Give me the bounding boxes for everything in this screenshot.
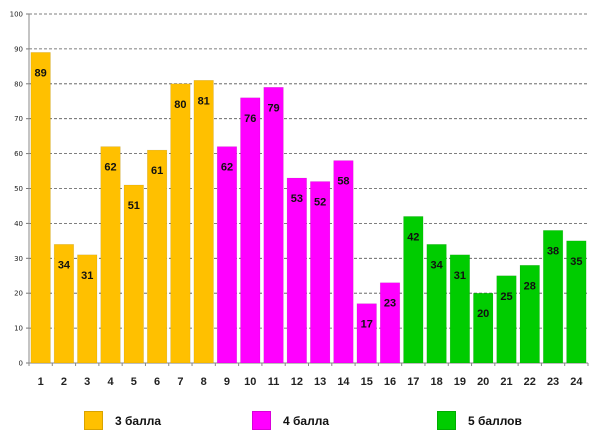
legend-item-5: 5 баллов: [437, 411, 522, 430]
x-tick-label-12: 12: [291, 376, 303, 388]
x-tick-label-21: 21: [500, 376, 512, 388]
y-tick-label-10: 10: [14, 325, 23, 333]
bars: [30, 52, 587, 364]
bar-value-label-11: 79: [267, 102, 279, 114]
y-tick-label-0: 0: [19, 360, 23, 368]
bar-value-label-7: 80: [174, 99, 186, 111]
bar-value-label-14: 58: [337, 176, 349, 188]
bar-value-label-10: 76: [244, 113, 256, 125]
y-tick-label-20: 20: [14, 290, 23, 298]
bar-value-label-8: 81: [198, 95, 210, 107]
y-tick-label-40: 40: [14, 220, 23, 228]
x-tick-label-17: 17: [407, 376, 419, 388]
x-tick-label-19: 19: [454, 376, 466, 388]
bar-value-label-3: 31: [81, 270, 93, 282]
legend-label-3: 3 балла: [115, 413, 162, 428]
bar-3: [77, 254, 98, 364]
bar-18: [426, 244, 447, 364]
bar-17: [403, 216, 424, 364]
bar-value-label-2: 34: [58, 259, 71, 271]
bar-13: [310, 181, 331, 364]
bar-labels: 89 34 31 62 51 61 80 81 62 76 79 53 52 58 17 23 42 34 31 20…: [35, 67, 583, 330]
legend-item-3: 3 балла: [84, 411, 161, 430]
bar-7: [170, 83, 191, 364]
x-tick-label-8: 8: [201, 376, 207, 388]
gridlines: [29, 13, 588, 329]
bar-value-label-22: 28: [524, 280, 536, 292]
bar-value-label-20: 20: [477, 308, 489, 320]
legend-item-4: 4 балла: [252, 411, 329, 430]
bar-22: [519, 264, 540, 364]
bar-value-label-23: 38: [547, 245, 559, 257]
x-tick-label-15: 15: [361, 376, 373, 388]
y-tick-label-90: 90: [14, 45, 23, 53]
x-tick-label-6: 6: [154, 376, 160, 388]
x-tick-label-10: 10: [244, 376, 256, 388]
y-tick-label-70: 70: [14, 115, 23, 123]
x-tick-label-22: 22: [524, 376, 536, 388]
bar-value-label-18: 34: [430, 259, 443, 271]
x-tick-label-23: 23: [547, 376, 559, 388]
x-tick-label-9: 9: [224, 376, 230, 388]
axes: [26, 13, 589, 366]
bar-5: [123, 184, 144, 364]
bar-12: [286, 177, 307, 364]
x-tick-label-20: 20: [477, 376, 489, 388]
y-tick-labels: 0 10 20 30 40 50 60 70 80 90 100: [10, 11, 23, 368]
x-tick-label-11: 11: [268, 376, 280, 388]
legend-swatch-3: [84, 411, 103, 430]
bar-value-label-12: 53: [291, 193, 303, 205]
bar-15: [356, 303, 377, 364]
bar-20: [473, 292, 494, 364]
bar-value-label-5: 51: [128, 200, 140, 212]
x-tick-label-2: 2: [61, 376, 67, 388]
bar-value-label-19: 31: [454, 270, 466, 282]
bar-24: [566, 240, 587, 364]
y-tick-label-30: 30: [14, 255, 23, 263]
legend-label-4: 4 балла: [283, 413, 330, 428]
bar-11: [263, 86, 284, 364]
bar-8: [193, 80, 214, 364]
x-tick-label-5: 5: [131, 376, 137, 388]
bar-16: [379, 282, 401, 364]
x-tick-label-24: 24: [570, 376, 583, 388]
bar-value-label-6: 61: [151, 165, 163, 177]
legend-swatch-5: [437, 411, 456, 430]
bar-value-label-13: 52: [314, 197, 326, 209]
bar-value-label-16: 23: [384, 298, 396, 310]
bar-2: [53, 244, 75, 364]
bar-value-label-4: 62: [104, 162, 116, 174]
bar-4: [100, 146, 121, 364]
x-tick-label-16: 16: [384, 376, 396, 388]
bar-value-label-15: 17: [361, 319, 373, 331]
x-tick-label-1: 1: [38, 376, 44, 388]
y-tick-label-60: 60: [14, 150, 23, 158]
bar-14: [333, 160, 354, 364]
bar-6: [147, 149, 168, 364]
bar-value-label-9: 62: [221, 162, 233, 174]
x-tick-label-7: 7: [177, 376, 183, 388]
x-tick-label-4: 4: [107, 376, 114, 388]
y-tick-label-50: 50: [14, 185, 23, 193]
bar-19: [449, 254, 470, 364]
x-tick-label-14: 14: [337, 376, 350, 388]
x-tick-label-13: 13: [314, 376, 326, 388]
x-tick-label-3: 3: [84, 376, 90, 388]
x-tick-labels: 1 2 3 4 5 6 7 8 9 10 11 12 13 14 15 16 17 18 19 20 21 22 23 24: [38, 376, 584, 388]
y-tick-label-80: 80: [14, 80, 23, 88]
bar-1: [30, 52, 51, 364]
bar-10: [240, 97, 261, 364]
bar-value-label-17: 42: [407, 231, 419, 243]
bar-value-label-21: 25: [500, 291, 512, 303]
y-tick-label-100: 100: [10, 11, 23, 19]
bar-23: [542, 230, 564, 364]
bar-value-label-1: 89: [35, 67, 47, 79]
legend-swatch-4: [252, 411, 271, 430]
x-tick-label-18: 18: [430, 376, 442, 388]
bar-21: [496, 275, 517, 364]
bar-value-label-24: 35: [570, 256, 582, 268]
legend-label-5: 5 баллов: [468, 413, 522, 428]
bar-9: [216, 146, 238, 364]
